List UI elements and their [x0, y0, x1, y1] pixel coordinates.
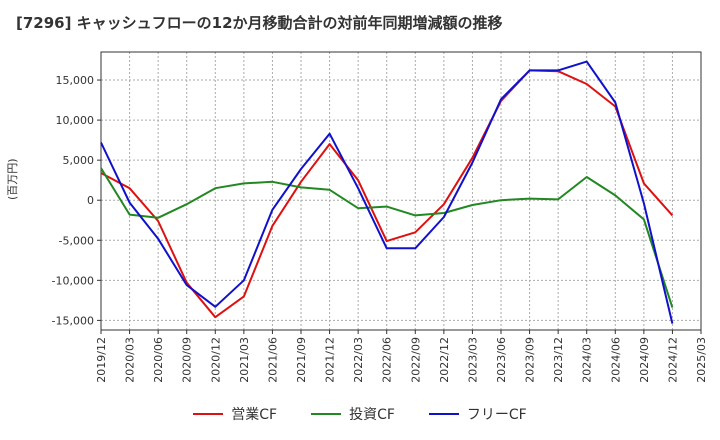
legend-swatch: [193, 413, 224, 415]
plot-area: [101, 52, 701, 330]
legend-swatch: [428, 413, 459, 415]
legend-item-1: 営業CF: [193, 404, 277, 424]
y-tick-label: 5,000: [63, 154, 95, 167]
y-tick-label: -15,000: [52, 314, 94, 327]
x-tick-label: 2021/06: [266, 337, 279, 383]
y-tick-label: -10,000: [52, 274, 94, 287]
x-tick-label: 2020/09: [181, 337, 194, 383]
y-tick-label: 15,000: [56, 74, 95, 87]
x-tick-label: 2020/03: [124, 337, 137, 383]
x-tick-label: 2022/06: [381, 337, 394, 383]
x-tick-label: 2021/03: [238, 337, 251, 383]
x-tick-label: 2022/12: [438, 337, 451, 383]
series-line-2: [100, 167, 674, 308]
x-tick-label: 2021/12: [324, 337, 337, 383]
x-tick-label: 2019/12: [95, 337, 108, 383]
chart-title: [7296] キャッシュフローの12か月移動合計の対前年同期増減額の推移: [16, 14, 503, 32]
x-tick-label: 2023/06: [495, 337, 508, 383]
series-line-3: [100, 60, 674, 324]
x-tick-label: 2025/03: [695, 337, 708, 383]
x-tick-label: 2022/09: [409, 337, 422, 383]
x-tick-label: 2024/09: [638, 337, 651, 383]
x-tick-label: 2024/12: [666, 337, 679, 383]
x-tick-label: 2024/06: [609, 337, 622, 383]
x-tick-label: 2020/12: [209, 337, 222, 383]
x-tick-label: 2024/03: [581, 337, 594, 383]
legend-swatch: [311, 413, 342, 415]
y-tick-label: 0: [87, 194, 94, 207]
y-tick-label: 10,000: [56, 114, 95, 127]
legend-label: フリーCF: [466, 407, 527, 423]
x-tick-label: 2023/09: [524, 337, 537, 383]
x-tick-label: 2022/03: [352, 337, 365, 383]
legend: 営業CF 投資CF フリーCF: [0, 402, 720, 426]
legend-label: 投資CF: [349, 407, 395, 423]
legend-item-3: フリーCF: [428, 404, 527, 424]
x-tick-label: 2023/03: [466, 337, 479, 383]
x-tick-label: 2021/09: [295, 337, 308, 383]
series-line-1: [100, 69, 674, 319]
plot-frame: [100, 51, 702, 331]
y-tick-label: -5,000: [59, 234, 94, 247]
legend-item-2: 投資CF: [311, 404, 395, 424]
legend-label: 営業CF: [231, 407, 278, 423]
x-tick-label: 2023/12: [552, 337, 565, 383]
x-tick-label: 2020/06: [152, 337, 165, 383]
